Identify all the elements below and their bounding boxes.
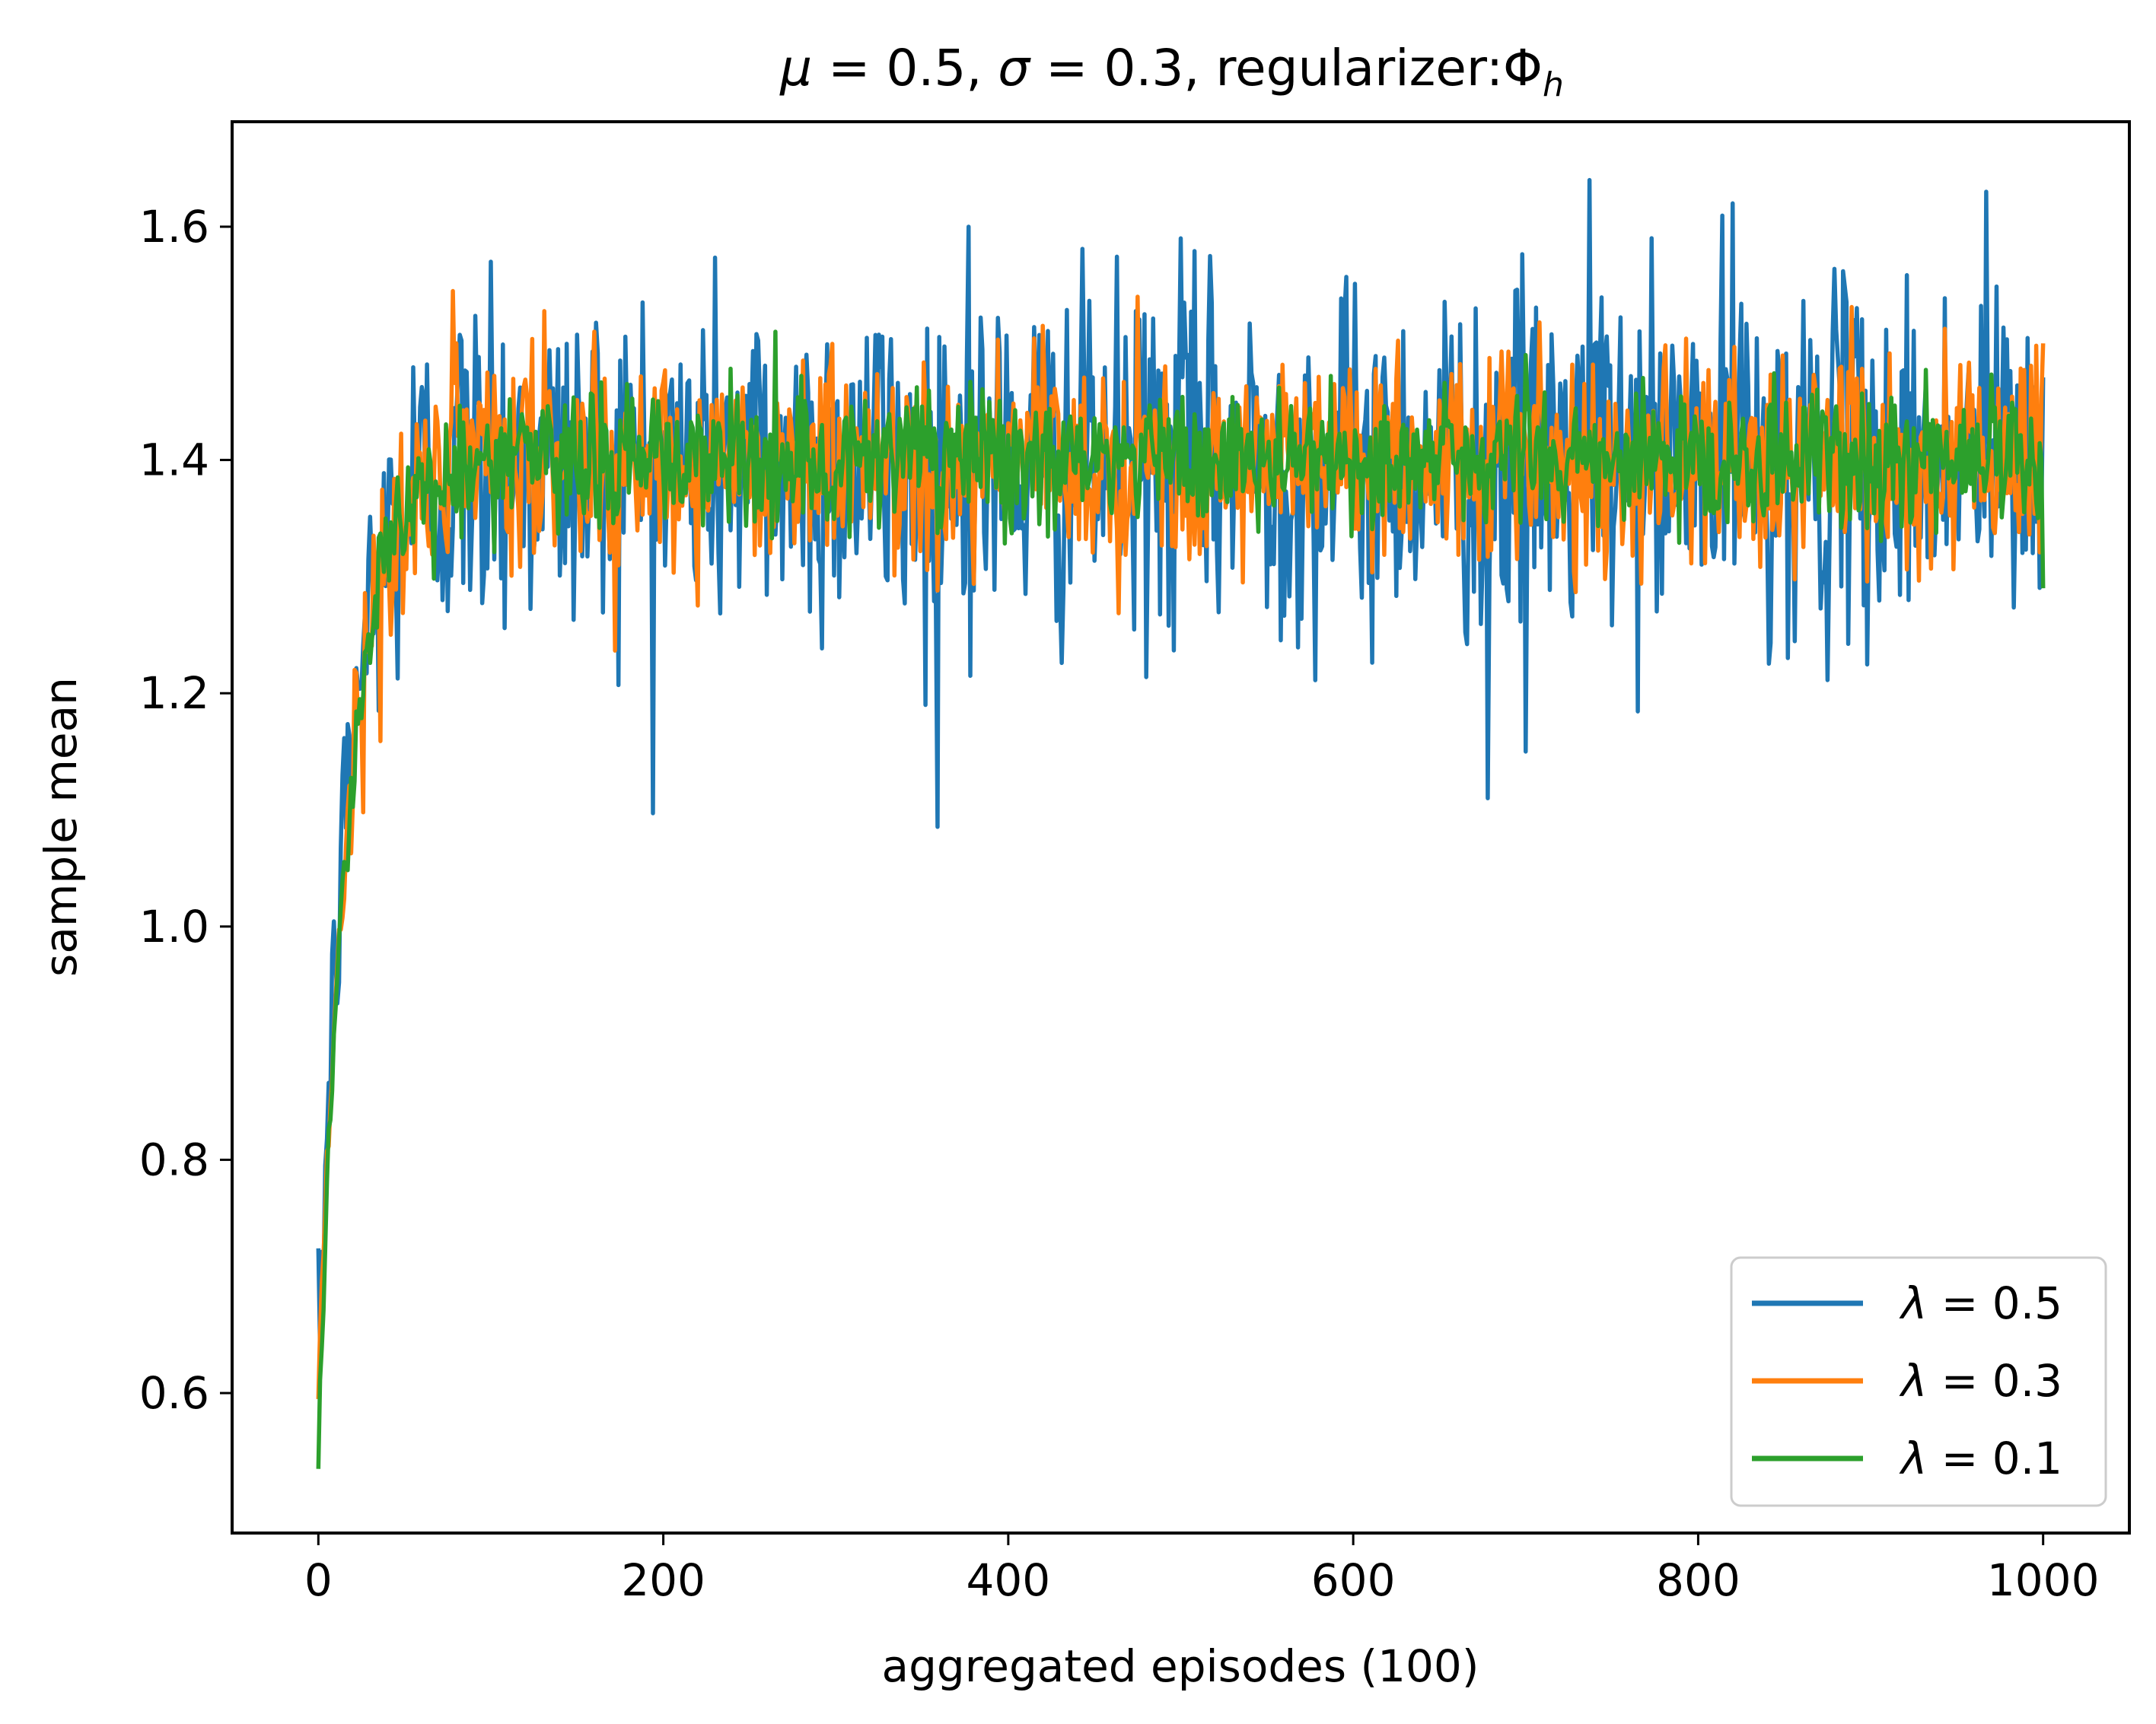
x-axis-ticks: 0 200 400 600 800 1000 xyxy=(304,1533,2100,1606)
y-tick-label-1: 0.8 xyxy=(139,1134,209,1185)
legend-label-0: λ = 0.5 xyxy=(1899,1277,2062,1329)
chart-title: μ = 0.5, σ = 0.3, regularizer:Φh xyxy=(779,39,1564,104)
y-axis-ticks: 0.6 0.8 1.0 1.2 1.4 1.6 xyxy=(139,201,232,1419)
series-line-2 xyxy=(316,329,2046,1469)
plot-area xyxy=(231,120,2131,1535)
legend: λ = 0.5 λ = 0.3 λ = 0.1 xyxy=(1730,1256,2107,1507)
legend-box xyxy=(1730,1256,2107,1507)
legend-entry-1: λ = 0.3 xyxy=(1752,1355,2062,1407)
y-tick-label-4: 1.4 xyxy=(139,434,209,486)
x-tick-label-4: 800 xyxy=(1656,1554,1740,1606)
x-tick-label-5: 1000 xyxy=(1987,1554,2100,1606)
legend-entry-2: λ = 0.1 xyxy=(1752,1433,2062,1484)
y-tick-label-0: 0.6 xyxy=(139,1367,209,1419)
axes-frame xyxy=(231,120,2131,1535)
y-axis-label: sample mean xyxy=(35,677,87,977)
legend-entry-0: λ = 0.5 xyxy=(1752,1277,2062,1329)
x-tick-label-0: 0 xyxy=(304,1554,333,1606)
x-tick-label-1: 200 xyxy=(621,1554,705,1606)
x-axis-label: aggregated episodes (100) xyxy=(882,1640,1479,1692)
x-tick-label-3: 600 xyxy=(1311,1554,1396,1606)
y-tick-label-2: 1.0 xyxy=(139,901,209,953)
legend-label-2: λ = 0.1 xyxy=(1899,1433,2062,1484)
y-tick-label-5: 1.6 xyxy=(139,201,209,253)
x-tick-label-2: 400 xyxy=(967,1554,1051,1606)
y-tick-label-3: 1.2 xyxy=(139,667,209,719)
series-layer xyxy=(316,177,2046,1469)
legend-label-1: λ = 0.3 xyxy=(1899,1355,2062,1407)
